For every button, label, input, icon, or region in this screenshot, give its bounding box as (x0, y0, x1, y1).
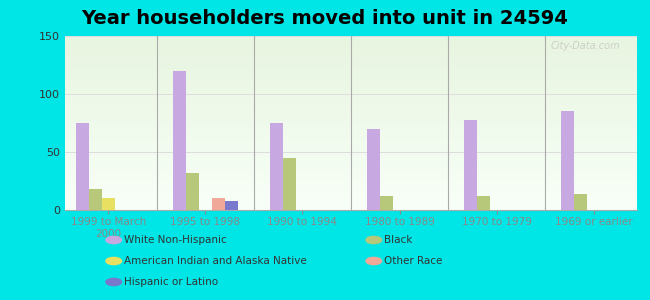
Bar (173, 71, 186, 210)
Bar (270, 123, 283, 210)
Bar (186, 173, 199, 210)
Bar (562, 111, 575, 210)
Text: Black: Black (384, 235, 412, 245)
Bar (367, 129, 380, 210)
Bar (380, 196, 393, 210)
Text: Other Race: Other Race (384, 256, 442, 266)
Text: City-Data.com: City-Data.com (550, 41, 620, 51)
Bar (101, 198, 114, 210)
Text: Hispanic or Latino: Hispanic or Latino (124, 277, 218, 287)
Bar (89, 189, 101, 210)
Bar (76, 123, 89, 210)
Bar (575, 194, 588, 210)
Bar (477, 196, 490, 210)
Text: White Non-Hispanic: White Non-Hispanic (124, 235, 226, 245)
Bar (212, 198, 225, 210)
Bar (283, 158, 296, 210)
Bar (464, 119, 477, 210)
Text: Year householders moved into unit in 24594: Year householders moved into unit in 245… (81, 9, 569, 28)
Bar (225, 201, 238, 210)
Text: American Indian and Alaska Native: American Indian and Alaska Native (124, 256, 306, 266)
